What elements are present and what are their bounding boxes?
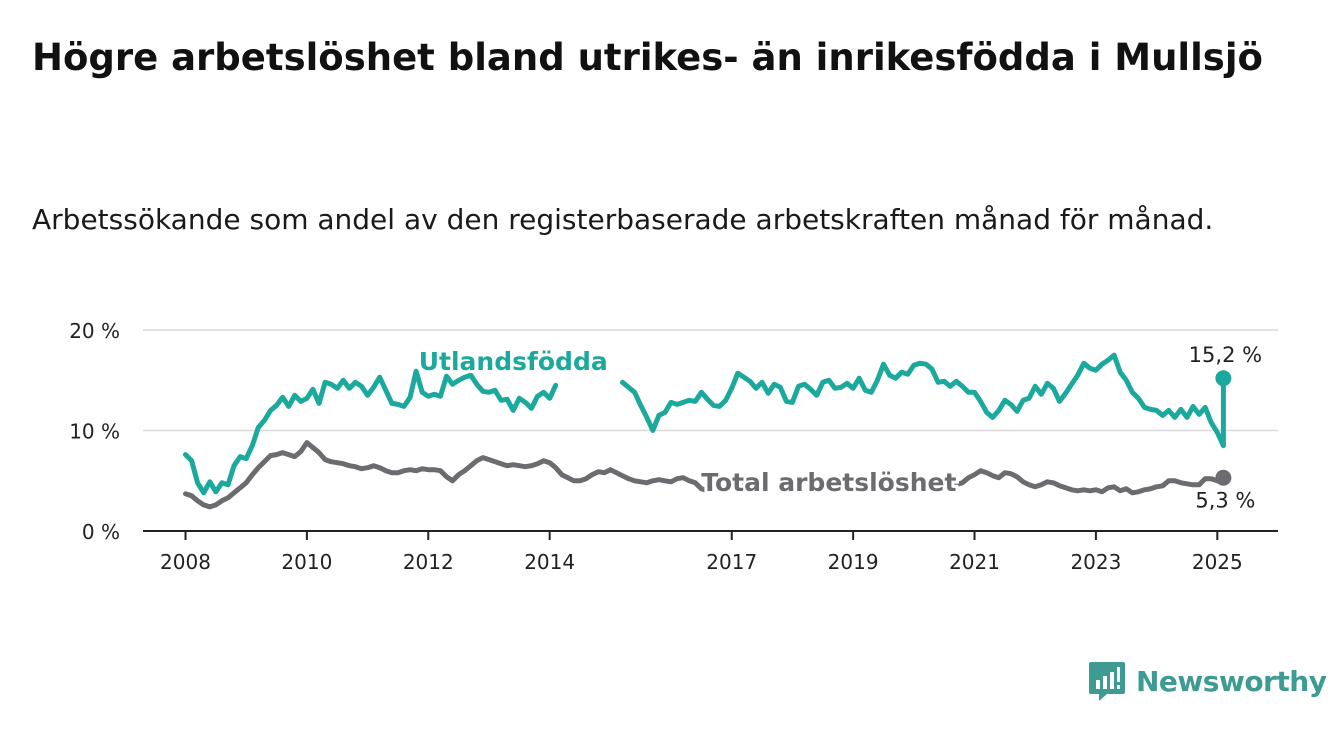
series-end-point bbox=[1215, 469, 1232, 486]
y-tick-label: 10 % bbox=[69, 420, 120, 444]
x-tick-label: 2021 bbox=[949, 550, 1000, 574]
series-line-total bbox=[183, 440, 747, 510]
x-tick-label: 2010 bbox=[281, 550, 332, 574]
series-end-value: 5,3 % bbox=[1195, 489, 1255, 513]
gridlines bbox=[143, 329, 1278, 432]
bar-chart-badge-icon bbox=[1089, 662, 1125, 701]
series-end-point bbox=[1215, 370, 1232, 387]
chart-title: Högre arbetslöshet bland utrikes- än inr… bbox=[32, 36, 1263, 79]
x-tick-label: 2008 bbox=[160, 550, 211, 574]
series-line-total bbox=[953, 468, 1220, 496]
x-tick-label: 2023 bbox=[1070, 550, 1121, 574]
x-tick-label: 2014 bbox=[524, 550, 575, 574]
series-line-utlandsfodda bbox=[183, 368, 559, 496]
series-labels: 15,2 % Utlandsfödda 5,3 % Total arbetslöshe… bbox=[416, 343, 1262, 513]
y-tick-label: 20 % bbox=[69, 319, 120, 343]
brand-logo: Newsworthy bbox=[1088, 660, 1327, 702]
x-tick-label: 2012 bbox=[403, 550, 454, 574]
x-tick-label: 2025 bbox=[1192, 550, 1243, 574]
brand-name: Newsworthy bbox=[1136, 664, 1327, 698]
series-name-label: Utlandsfödda bbox=[419, 347, 608, 376]
series-lines bbox=[183, 352, 1232, 510]
line-chart: 0 % 10 % 20 % 2008 2010 2012 2014 2017 2019 2021 2… bbox=[69, 319, 1278, 574]
x-tick-label: 2019 bbox=[828, 550, 879, 574]
x-tick-label: 2017 bbox=[706, 550, 757, 574]
chart-subtitle: Arbetssökande som andel av den registerb… bbox=[32, 203, 1214, 236]
series-end-value: 15,2 % bbox=[1189, 343, 1262, 367]
axes: 0 % 10 % 20 % 2008 2010 2012 2014 2017 2019 2021 2… bbox=[69, 319, 1278, 574]
series-name-label: Total arbetslöshet bbox=[701, 468, 956, 497]
series-line-utlandsfodda bbox=[620, 352, 1226, 449]
y-tick-label: 0 % bbox=[82, 520, 120, 544]
